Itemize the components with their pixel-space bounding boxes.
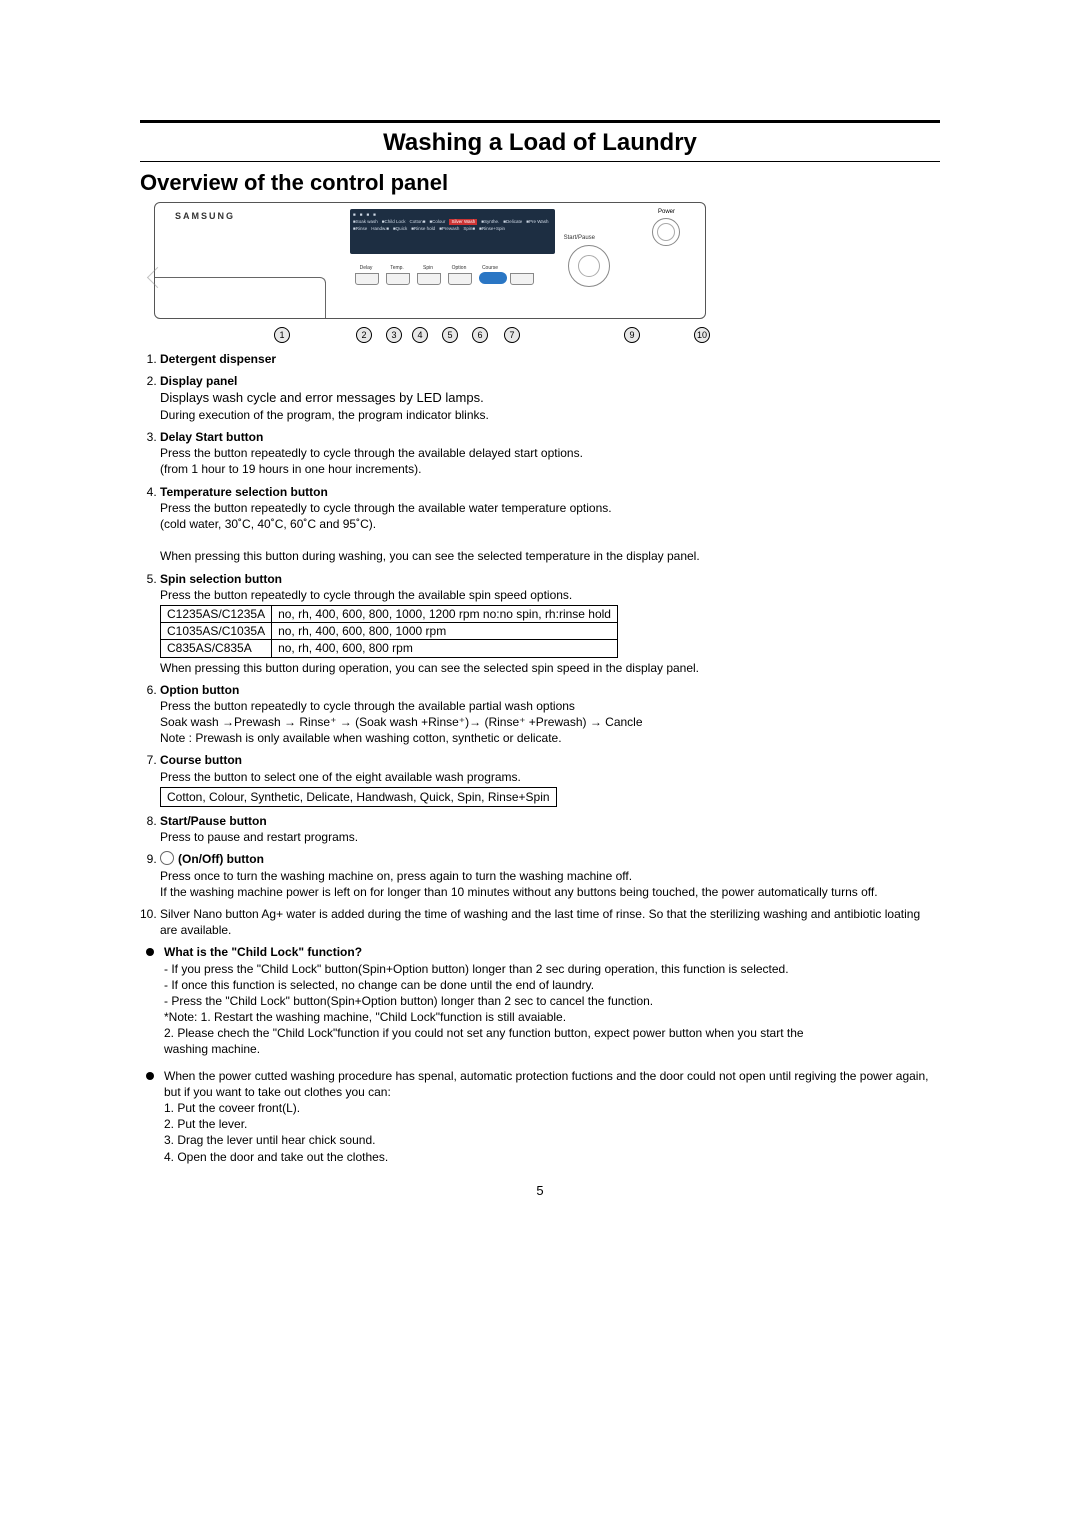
item-6-line2: Soak wash →Prewash → Rinse⁺ → (Soak wash…	[160, 715, 643, 729]
main-title: Washing a Load of Laundry	[140, 129, 940, 157]
item-5-line1: Press the button repeatedly to cycle thr…	[160, 588, 572, 602]
bullet-1-head: What is the "Child Lock" function?	[164, 945, 362, 959]
callout-9: 9	[624, 327, 640, 343]
b2l4: 4. Open the door and take out the clothe…	[164, 1150, 388, 1164]
bullet-list: What is the "Child Lock" function? - If …	[140, 944, 940, 1164]
item-3-line1: Press the button repeatedly to cycle thr…	[160, 446, 583, 460]
display-panel-graphic: ■■■■ ■Soak wash■Child LockCotton■■Colour…	[350, 209, 555, 254]
page: Washing a Load of Laundry Overview of th…	[140, 0, 940, 1258]
item-7-line1: Press the button to select one of the ei…	[160, 770, 521, 784]
display-text: ■■■■ ■Soak wash■Child LockCotton■■Colour…	[353, 212, 552, 231]
bullet-childlock: What is the "Child Lock" function? - If …	[146, 944, 940, 1057]
b2l3: 3. Drag the lever until hear chick sound…	[164, 1133, 375, 1147]
b2l1: 1. Put the coveer front(L).	[164, 1101, 300, 1115]
rule-top	[140, 120, 940, 123]
power-button-graphic	[652, 218, 680, 246]
item-6: Option button Press the button repeatedl…	[160, 682, 940, 747]
item-5-after: When pressing this button during operati…	[160, 661, 699, 675]
course-btn-graphic: Course	[479, 265, 501, 285]
start-pause-button-graphic	[568, 245, 610, 287]
item-8: Start/Pause button Press to pause and re…	[160, 813, 940, 845]
callout-5: 5	[442, 327, 458, 343]
spin-btn-graphic: Spin	[417, 265, 439, 285]
temp-btn-graphic: Temp.	[386, 265, 408, 285]
item-2-line1: Displays wash cycle and error messages b…	[160, 390, 484, 405]
silver-btn-graphic	[510, 265, 532, 285]
b1l1: - If once this function is selected, no …	[164, 978, 594, 992]
spin-table: C1235AS/C1235Ano, rh, 400, 600, 800, 100…	[160, 605, 618, 658]
item-4-line1: Press the button repeatedly to cycle thr…	[160, 501, 612, 515]
item-9: (On/Off) button Press once to turn the w…	[160, 851, 940, 900]
delay-btn-graphic: Delay	[355, 265, 377, 285]
item-9-line2: If the washing machine power is left on …	[160, 885, 878, 899]
callout-6: 6	[472, 327, 488, 343]
b2l0: When the power cutted washing procedure …	[164, 1069, 928, 1099]
item-8-line1: Press to pause and restart programs.	[160, 830, 358, 844]
bullet-powercut: When the power cutted washing procedure …	[146, 1068, 940, 1165]
item-6-line1: Press the button repeatedly to cycle thr…	[160, 699, 575, 713]
b1l4: 2. Please chech the "Child Lock"function…	[164, 1026, 804, 1040]
item-9-line1: Press once to turn the washing machine o…	[160, 869, 632, 883]
item-4: Temperature selection button Press the b…	[160, 484, 940, 565]
callout-1: 1	[274, 327, 290, 343]
item-1: Detergent dispenser	[160, 351, 940, 367]
course-box: Cotton, Colour, Synthetic, Delicate, Han…	[160, 787, 557, 807]
button-row: Delay Temp. Spin Option Course	[355, 265, 532, 285]
power-label: Power	[658, 209, 675, 215]
callout-row: 1 2 3 4 5 6 7 9 10	[154, 327, 719, 347]
b2l2: 2. Put the lever.	[164, 1117, 247, 1131]
option-btn-graphic: Option	[448, 265, 470, 285]
item-10: Silver Nano button Ag+ water is added du…	[160, 906, 940, 938]
callout-7: 7	[504, 327, 520, 343]
callout-3: 3	[386, 327, 402, 343]
item-2-line2: During execution of the program, the pro…	[160, 408, 489, 422]
page-number: 5	[140, 1183, 940, 1198]
item-3: Delay Start button Press the button repe…	[160, 429, 940, 478]
item-2: Display panel Displays wash cycle and er…	[160, 373, 940, 423]
b1l3: *Note: 1. Restart the washing machine, "…	[164, 1010, 566, 1024]
control-panel-diagram: SAMSUNG ■■■■ ■Soak wash■Child LockCotton…	[154, 202, 706, 319]
item-6-line3: Note : Prewash is only available when wa…	[160, 731, 562, 745]
item-5: Spin selection button Press the button r…	[160, 571, 940, 676]
item-4-line2: (cold water, 30˚C, 40˚C, 60˚C and 95˚C).	[160, 517, 376, 531]
item-4-line3: When pressing this button during washing…	[160, 549, 700, 563]
callout-2: 2	[356, 327, 372, 343]
power-icon	[160, 851, 174, 865]
subtitle: Overview of the control panel	[140, 170, 940, 196]
b1l2: - Press the "Child Lock" button(Spin+Opt…	[164, 994, 653, 1008]
numbered-list: Detergent dispenser Display panel Displa…	[140, 351, 940, 938]
b1l5: washing machine.	[164, 1042, 260, 1056]
item-10-text: Silver Nano button Ag+ water is added du…	[160, 907, 920, 937]
item-7: Course button Press the button to select…	[160, 752, 940, 807]
rule-under-title	[140, 161, 940, 162]
start-pause-label: Start/Pause	[564, 235, 595, 241]
dispenser-outline	[155, 277, 326, 318]
callout-4: 4	[412, 327, 428, 343]
b1l0: - If you press the "Child Lock" button(S…	[164, 962, 789, 976]
item-3-line2: (from 1 hour to 19 hours in one hour inc…	[160, 462, 421, 476]
callout-10: 10	[694, 327, 710, 343]
brand-logo: SAMSUNG	[175, 211, 235, 221]
